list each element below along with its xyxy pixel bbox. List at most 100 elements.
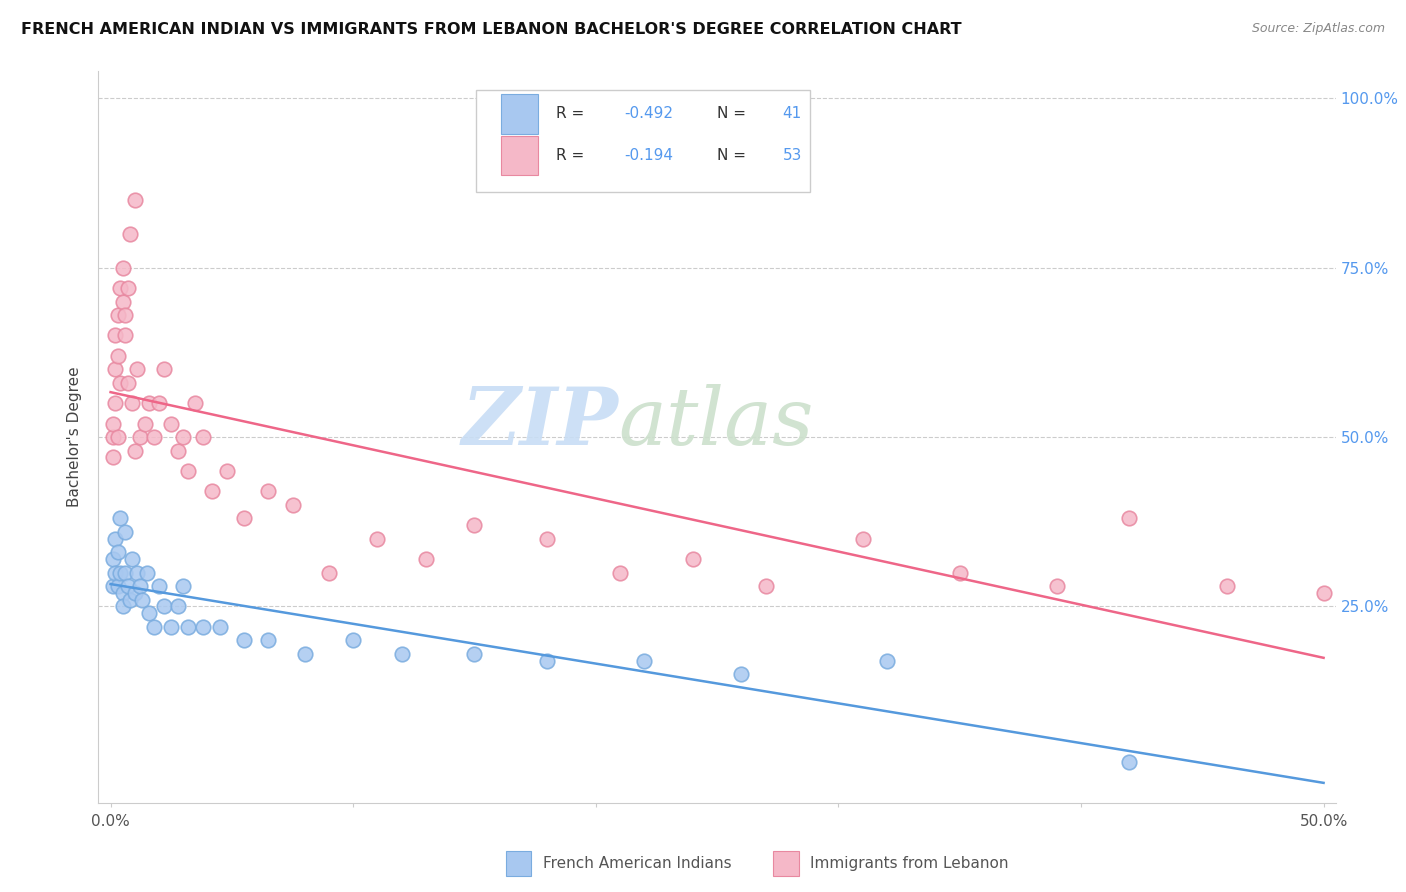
Point bbox=[121, 552, 143, 566]
Point bbox=[121, 396, 143, 410]
Point bbox=[114, 308, 136, 322]
Point bbox=[342, 633, 364, 648]
Point bbox=[281, 498, 304, 512]
Point bbox=[127, 362, 149, 376]
Point bbox=[153, 362, 176, 376]
Point bbox=[294, 647, 316, 661]
Point bbox=[233, 633, 256, 648]
Point bbox=[104, 566, 127, 580]
Text: 41: 41 bbox=[783, 106, 801, 121]
Point bbox=[730, 667, 752, 681]
Text: FRENCH AMERICAN INDIAN VS IMMIGRANTS FROM LEBANON BACHELOR'S DEGREE CORRELATION : FRENCH AMERICAN INDIAN VS IMMIGRANTS FRO… bbox=[21, 22, 962, 37]
Point bbox=[949, 566, 972, 580]
Point bbox=[101, 552, 124, 566]
Point bbox=[124, 193, 146, 207]
Point bbox=[463, 518, 485, 533]
Point bbox=[127, 566, 149, 580]
Point bbox=[852, 532, 875, 546]
Point bbox=[463, 647, 485, 661]
Point bbox=[114, 328, 136, 343]
Point bbox=[107, 430, 129, 444]
Point bbox=[114, 524, 136, 539]
Bar bbox=[501, 94, 537, 134]
Point bbox=[117, 579, 139, 593]
Point bbox=[682, 552, 704, 566]
Point bbox=[111, 599, 134, 614]
Point bbox=[609, 566, 631, 580]
Point bbox=[148, 579, 170, 593]
Point bbox=[391, 647, 413, 661]
Point bbox=[104, 532, 127, 546]
Point bbox=[215, 464, 238, 478]
Bar bbox=[501, 136, 537, 175]
Point bbox=[177, 464, 200, 478]
Point bbox=[111, 294, 134, 309]
Point bbox=[101, 430, 124, 444]
Point bbox=[536, 654, 558, 668]
Point bbox=[107, 579, 129, 593]
Point bbox=[177, 620, 200, 634]
Text: Immigrants from Lebanon: Immigrants from Lebanon bbox=[810, 856, 1008, 871]
Point bbox=[111, 586, 134, 600]
FancyBboxPatch shape bbox=[475, 90, 810, 192]
Point bbox=[101, 579, 124, 593]
Point bbox=[117, 281, 139, 295]
Point bbox=[415, 552, 437, 566]
Point bbox=[117, 376, 139, 390]
Point bbox=[536, 532, 558, 546]
Point bbox=[128, 430, 150, 444]
Point bbox=[257, 633, 280, 648]
Point bbox=[114, 566, 136, 580]
Text: atlas: atlas bbox=[619, 384, 814, 461]
Point bbox=[101, 417, 124, 431]
Point bbox=[876, 654, 898, 668]
Point bbox=[1118, 511, 1140, 525]
Point bbox=[233, 511, 256, 525]
Point bbox=[110, 376, 132, 390]
Point bbox=[124, 443, 146, 458]
Point bbox=[160, 620, 183, 634]
Text: ZIP: ZIP bbox=[461, 384, 619, 461]
Point bbox=[208, 620, 231, 634]
Point bbox=[110, 281, 132, 295]
Point bbox=[160, 417, 183, 431]
Y-axis label: Bachelor's Degree: Bachelor's Degree bbox=[67, 367, 83, 508]
Text: R =: R = bbox=[557, 148, 589, 163]
Point bbox=[172, 430, 194, 444]
Point bbox=[1118, 755, 1140, 769]
Point bbox=[104, 396, 127, 410]
Text: Source: ZipAtlas.com: Source: ZipAtlas.com bbox=[1251, 22, 1385, 36]
Point bbox=[148, 396, 170, 410]
Point bbox=[755, 579, 778, 593]
Point bbox=[172, 579, 194, 593]
Text: R =: R = bbox=[557, 106, 589, 121]
Point bbox=[191, 430, 214, 444]
Point bbox=[131, 592, 153, 607]
Point bbox=[107, 349, 129, 363]
Text: N =: N = bbox=[717, 148, 751, 163]
Point bbox=[184, 396, 207, 410]
Point bbox=[138, 606, 160, 620]
Point bbox=[110, 511, 132, 525]
Point bbox=[107, 545, 129, 559]
Point bbox=[1215, 579, 1237, 593]
Text: N =: N = bbox=[717, 106, 751, 121]
Point bbox=[1312, 586, 1334, 600]
Text: 53: 53 bbox=[783, 148, 801, 163]
Point bbox=[366, 532, 388, 546]
Point bbox=[136, 566, 159, 580]
Point bbox=[118, 227, 141, 241]
Point bbox=[128, 579, 150, 593]
Point bbox=[118, 592, 141, 607]
Point bbox=[101, 450, 124, 465]
Text: -0.492: -0.492 bbox=[624, 106, 673, 121]
Point bbox=[143, 620, 166, 634]
Point bbox=[257, 484, 280, 499]
Point bbox=[111, 260, 134, 275]
Point bbox=[167, 599, 190, 614]
Point bbox=[107, 308, 129, 322]
Point bbox=[104, 362, 127, 376]
Text: -0.194: -0.194 bbox=[624, 148, 673, 163]
Point bbox=[318, 566, 340, 580]
Point bbox=[124, 586, 146, 600]
